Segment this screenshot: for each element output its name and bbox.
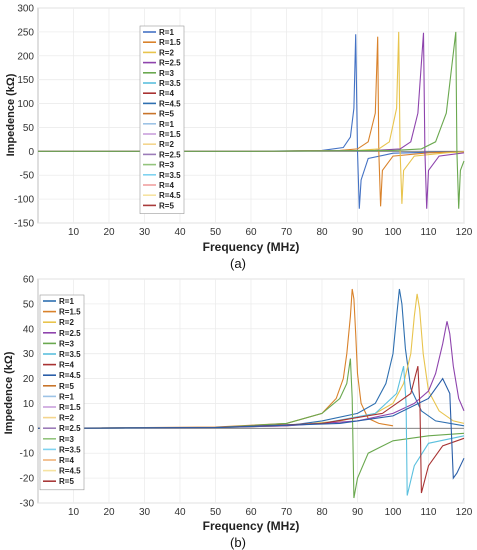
legend-label: R=5 [159,201,174,210]
legend-label: R=2 [159,140,174,149]
y-tick-label: 0 [28,424,34,435]
series-line-R-1 [38,34,465,209]
legend-label: R=5 [59,382,74,391]
panel-label-b: (b) [230,535,246,550]
legend-label: R=1 [59,392,74,401]
chart-b: 10 20 30 40 50 60 70 80 90 100 110 120 -30 -20 -10 0 10… [3,275,473,550]
x-tick-label: 90 [352,227,364,238]
x-tick-label: 110 [421,227,437,238]
x-tick-label: 20 [103,507,115,518]
x-tick-label: 10 [68,507,80,518]
legend-label: R=2.5 [59,329,81,338]
x-tick-label: 120 [456,507,473,518]
x-tick-label: 20 [103,227,115,238]
x-tick-label: 80 [316,507,328,518]
legend-label: R=3.5 [159,79,181,88]
legend-label: R=3.5 [59,445,81,454]
x-tick-label: 40 [174,507,186,518]
legend-label: R=4 [159,181,174,190]
y-axis-label-b: Impedence (kΩ) [3,351,15,434]
legend-label: R=1 [159,28,174,37]
legend-label: R=3 [159,69,174,78]
legend-label: R=5 [59,477,74,486]
x-tick-label: 40 [174,227,186,238]
y-tick-label: -30 [20,499,35,510]
legend-label: R=4 [159,89,174,98]
y-tick-label: -10 [20,449,35,460]
legend-label: R=1.5 [59,308,81,317]
legend-label: R=1.5 [159,130,181,139]
series-line-R-3 [38,31,465,209]
legend-box [39,294,85,491]
x-axis-label-a: Frequency (MHz) [203,240,300,254]
x-tick-label: 10 [68,227,80,238]
x-tick-label: 120 [456,227,473,238]
x-tick-label: 30 [139,227,151,238]
y-tick-label: 50 [23,123,35,134]
x-tick-label: 100 [385,507,402,518]
x-axis-label-b: Frequency (MHz) [203,519,300,533]
x-tick-label: 100 [385,227,402,238]
legend-label: R=2 [159,48,174,57]
y-tick-label: 300 [17,4,34,15]
legend-label: R=4 [59,456,74,465]
legend-label: R=2.5 [159,150,181,159]
chart-a: 10 20 30 40 50 60 70 80 90 100 110 120 -150 -100 -50 0… [5,4,473,272]
y-tick-label: 20 [23,374,35,385]
y-tick-label: 0 [28,147,34,158]
y-tick-label: 40 [23,324,35,335]
y-tick-label: -20 [20,474,35,485]
x-tick-label: 90 [352,507,364,518]
legend-label: R=4.5 [159,191,181,200]
legend-label: R=4 [59,361,74,370]
legend-label: R=3 [59,435,74,444]
legend-label: R=2.5 [59,424,81,433]
x-tick-label: 50 [210,227,222,238]
legend-label: R=4.5 [59,467,81,476]
legend-label: R=3.5 [59,350,81,359]
y-tick-label: 100 [17,99,34,110]
y-tick-label: 10 [23,399,35,410]
x-tick-label: 50 [210,507,222,518]
y-tick-label: 250 [17,27,34,38]
legend-label: R=2 [59,318,74,327]
x-tick-label: 110 [421,507,437,518]
x-tick-label: 60 [245,227,257,238]
legend-label: R=3 [59,339,74,348]
legend-label: R=1.5 [159,38,181,47]
y-tick-label: 200 [17,51,34,62]
legend-label: R=5 [159,110,174,119]
x-tick-label: 80 [316,227,328,238]
legend-label: R=3 [159,161,174,170]
y-tick-label: -150 [14,219,34,230]
legend-label: R=1.5 [59,403,81,412]
y-tick-label: 150 [17,75,34,86]
x-tick-label: 60 [245,507,257,518]
y-tick-label: -100 [14,195,34,206]
legend-label: R=1 [59,297,74,306]
legend-label: R=2.5 [159,59,181,68]
series-line-R-4_5 [37,377,465,480]
y-axis-label-a: Impedence (kΩ) [5,73,17,156]
legend-label: R=4.5 [59,371,81,380]
x-tick-label: 30 [139,507,151,518]
x-tick-label: 70 [281,227,293,238]
legend-label: R=4.5 [159,99,181,108]
x-tick-label: 70 [281,507,293,518]
y-tick-label: 60 [23,275,35,286]
legend-label: R=3.5 [159,171,181,180]
y-tick-label: -50 [20,171,35,182]
y-tick-label: 30 [23,349,35,360]
series-line-R-1 [37,288,465,429]
panel-label-a: (a) [230,256,246,271]
legend-label: R=1 [159,120,174,129]
legend-box [139,25,185,214]
y-tick-label: 50 [23,299,35,310]
series-line-R-3 [37,358,465,499]
legend-label: R=2 [59,414,74,423]
